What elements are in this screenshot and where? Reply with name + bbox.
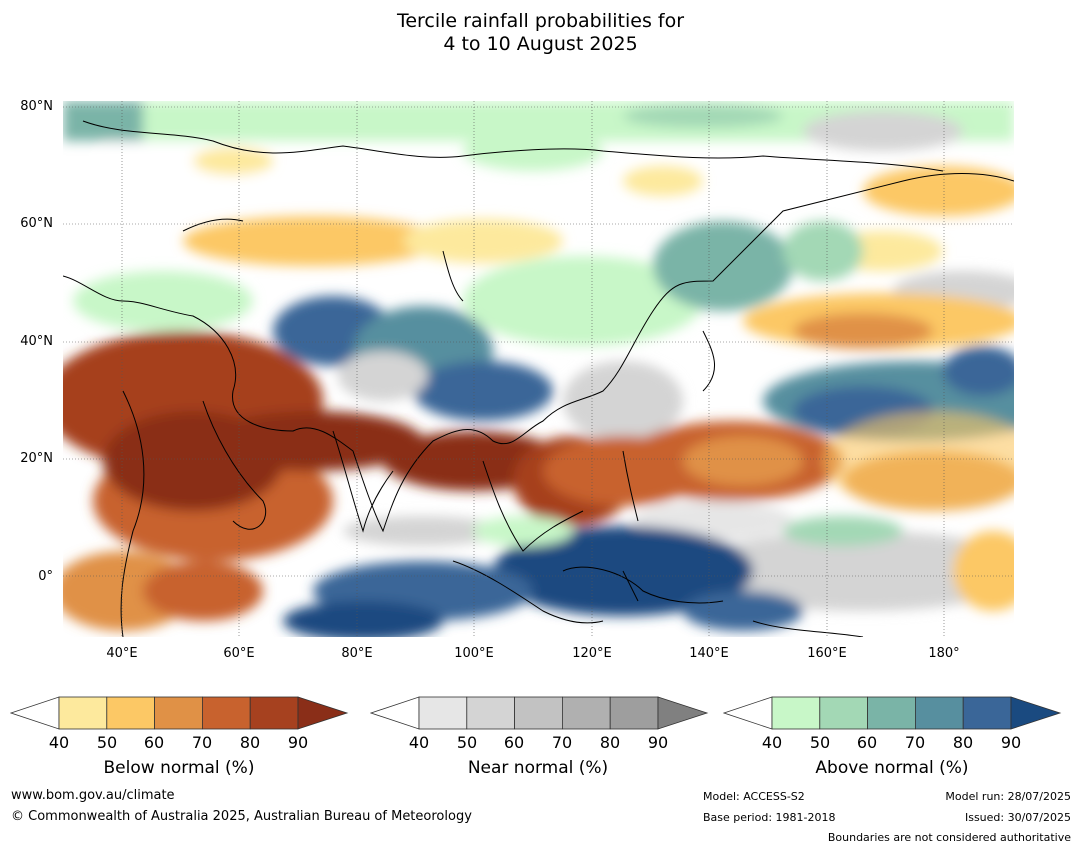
near-tick-60: 60 <box>503 733 525 752</box>
colorbar-segment-60 <box>514 696 563 730</box>
near-normal-colorbar <box>370 696 709 730</box>
lon-label-100e: 100°E <box>454 646 494 661</box>
below-tick-40: 40 <box>48 733 70 752</box>
model-text: Model: ACCESS-S2 <box>703 790 805 803</box>
colorbar-segment-80 <box>249 696 299 730</box>
below-normal-colorbar <box>10 696 349 730</box>
colorbar-segment-below-40 <box>723 696 773 730</box>
colorbar-segment-above-90 <box>1010 696 1062 730</box>
lon-label-60e: 60°E <box>223 646 255 661</box>
below-tick-70: 70 <box>191 733 213 752</box>
colorbar-segment-80 <box>962 696 1012 730</box>
colorbar-segment-50 <box>106 696 156 730</box>
colorbar-segment-70 <box>914 696 964 730</box>
near-tick-90: 90 <box>647 733 669 752</box>
model-run-text: Model run: 28/07/2025 <box>945 790 1071 803</box>
near-tick-70: 70 <box>551 733 573 752</box>
lon-label-40e: 40°E <box>106 646 138 661</box>
forecast-map <box>63 101 1014 637</box>
website-link[interactable]: www.bom.gov.au/climate <box>11 788 175 803</box>
above-tick-50: 50 <box>809 733 831 752</box>
lat-label-0: 0° <box>38 569 53 584</box>
colorbar-segment-below-40 <box>370 696 420 730</box>
above-tick-70: 70 <box>904 733 926 752</box>
lat-label-80n: 80°N <box>20 99 53 114</box>
lat-label-40n: 40°N <box>20 334 53 349</box>
below-tick-60: 60 <box>143 733 165 752</box>
lon-label-140e: 140°E <box>689 646 729 661</box>
below-tick-80: 80 <box>239 733 261 752</box>
colorbar-segment-above-90 <box>297 696 349 730</box>
above-tick-40: 40 <box>761 733 783 752</box>
colorbar-segment-50 <box>819 696 869 730</box>
colorbar-segment-70 <box>201 696 251 730</box>
above-tick-60: 60 <box>856 733 878 752</box>
lon-label-120e: 120°E <box>572 646 612 661</box>
below-normal-title: Below normal (%) <box>103 758 255 778</box>
copyright-text: © Commonwealth of Australia 2025, Austra… <box>11 809 472 824</box>
issued-text: Issued: 30/07/2025 <box>964 811 1071 824</box>
base-period-text: Base period: 1981-2018 <box>703 811 836 824</box>
above-normal-colorbar <box>723 696 1062 730</box>
colorbar-segment-60 <box>867 696 916 730</box>
below-tick-90: 90 <box>287 733 309 752</box>
lat-label-20n: 20°N <box>20 451 53 466</box>
above-tick-80: 80 <box>952 733 974 752</box>
colorbar-segment-70 <box>561 696 611 730</box>
near-tick-80: 80 <box>599 733 621 752</box>
above-tick-90: 90 <box>1000 733 1022 752</box>
disclaimer-text: Boundaries are not considered authoritat… <box>827 831 1071 844</box>
lon-label-180: 180° <box>928 646 960 661</box>
colorbar-segment-above-90 <box>657 696 709 730</box>
colorbar-segment-below-40 <box>10 696 60 730</box>
colorbar-segment-40 <box>418 696 468 730</box>
below-tick-50: 50 <box>96 733 118 752</box>
near-tick-40: 40 <box>408 733 430 752</box>
above-normal-title: Above normal (%) <box>815 758 969 778</box>
colorbar-segment-40 <box>58 696 108 730</box>
map-title-line2: 4 to 10 August 2025 <box>443 33 638 55</box>
colorbar-segment-40 <box>771 696 821 730</box>
lon-label-80e: 80°E <box>341 646 373 661</box>
near-normal-title: Near normal (%) <box>467 758 609 778</box>
map-title-line1: Tercile rainfall probabilities for <box>396 10 685 32</box>
near-tick-50: 50 <box>456 733 478 752</box>
lat-label-60n: 60°N <box>20 216 53 231</box>
colorbar-segment-50 <box>466 696 516 730</box>
colorbar-segment-80 <box>609 696 659 730</box>
colorbar-segment-60 <box>154 696 203 730</box>
lon-label-160e: 160°E <box>807 646 847 661</box>
